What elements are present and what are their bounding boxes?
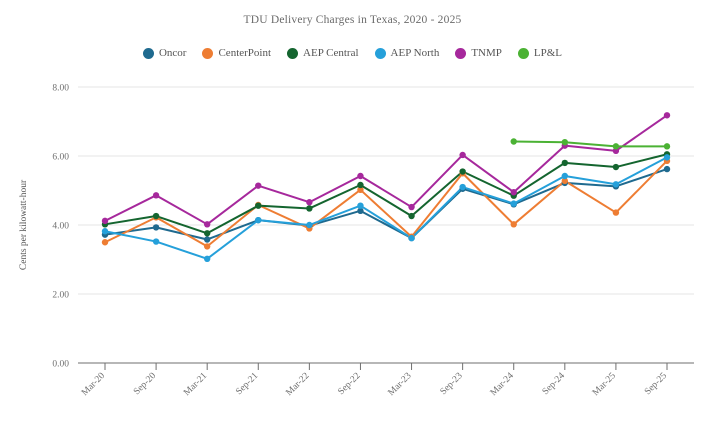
data-point-aep-north[interactable]: [510, 200, 517, 207]
data-point-tnmp[interactable]: [357, 172, 364, 180]
data-point-aep-north[interactable]: [408, 234, 415, 242]
data-point-oncor[interactable]: [152, 224, 160, 231]
data-point-tnmp[interactable]: [510, 189, 517, 196]
y-axis-tick-label: 4.00: [52, 222, 69, 232]
series-line-aep-central: [104, 153, 668, 235]
data-point-aep-north[interactable]: [306, 221, 313, 229]
x-axis-tick-label: Mar-23: [387, 371, 414, 398]
data-point-lp-l[interactable]: [510, 138, 517, 145]
data-point-tnmp[interactable]: [152, 192, 160, 199]
legend-swatch-icon: [455, 47, 467, 59]
series-line-aep-north: [104, 156, 668, 260]
data-point-oncor[interactable]: [203, 236, 211, 243]
chart-title: TDU Delivery Charges in Texas, 2020 - 20…: [243, 14, 462, 26]
data-point-aep-north[interactable]: [101, 228, 109, 235]
legend-item-aep-north[interactable]: AEP North: [374, 47, 440, 59]
data-point-aep-central[interactable]: [152, 212, 160, 220]
legend-item-label: AEP Central: [303, 47, 359, 59]
data-point-aep-north[interactable]: [561, 172, 569, 180]
legend-item-label: LP&L: [533, 47, 563, 59]
data-point-aep-north[interactable]: [255, 216, 262, 224]
data-point-aep-north[interactable]: [612, 181, 620, 188]
data-point-aep-north[interactable]: [459, 183, 466, 191]
data-point-centerpoint[interactable]: [561, 177, 569, 185]
legend-swatch-icon: [374, 47, 386, 59]
data-point-tnmp[interactable]: [101, 217, 109, 225]
data-point-lp-l[interactable]: [663, 143, 671, 150]
legend-swatch-icon: [287, 47, 299, 59]
y-axis-title: Cents per kilowatt-hour: [19, 179, 29, 270]
y-axis-tick-label: 8.00: [52, 84, 69, 94]
legend-swatch-icon: [517, 47, 529, 59]
data-point-tnmp[interactable]: [255, 182, 262, 189]
data-point-tnmp[interactable]: [203, 221, 211, 228]
data-point-aep-north[interactable]: [357, 202, 364, 209]
data-point-aep-north[interactable]: [152, 238, 160, 245]
data-point-aep-central[interactable]: [306, 205, 313, 212]
data-point-tnmp[interactable]: [408, 203, 415, 211]
series-line-tnmp: [104, 114, 668, 226]
data-point-centerpoint[interactable]: [357, 186, 364, 194]
series-line-centerpoint: [104, 159, 668, 248]
y-axis-tick-label: 0.00: [52, 360, 69, 370]
x-axis-tick-label: Mar-21: [182, 371, 209, 398]
data-point-oncor[interactable]: [663, 165, 671, 173]
data-point-aep-central[interactable]: [561, 159, 569, 167]
chart-legend: Oncor CenterPoint AEP Central AEP North TNMP…: [0, 47, 705, 59]
data-point-centerpoint[interactable]: [203, 243, 211, 250]
legend-item-lp-l[interactable]: LP&L: [517, 47, 563, 59]
x-axis-tick-label: Sep-25: [643, 371, 669, 397]
legend-item-label: Oncor: [158, 47, 187, 59]
y-axis-tick-label: 6.00: [52, 153, 69, 163]
data-point-oncor[interactable]: [357, 207, 364, 215]
data-point-aep-north[interactable]: [203, 255, 211, 263]
data-point-lp-l[interactable]: [561, 139, 569, 146]
data-point-centerpoint[interactable]: [612, 209, 620, 216]
legend-item-centerpoint[interactable]: CenterPoint: [202, 47, 271, 59]
data-point-tnmp[interactable]: [663, 112, 671, 119]
data-point-lp-l[interactable]: [612, 143, 620, 150]
legend-item-oncor[interactable]: Oncor: [142, 47, 187, 59]
x-axis-tick-label: Sep-23: [439, 371, 465, 397]
data-point-aep-central[interactable]: [459, 168, 466, 175]
data-point-centerpoint[interactable]: [101, 239, 109, 246]
legend-swatch-icon: [142, 47, 154, 59]
data-point-tnmp[interactable]: [306, 199, 313, 206]
series-line-lp-l: [512, 140, 668, 148]
data-point-aep-central[interactable]: [203, 230, 211, 237]
x-axis-tick-label: Sep-24: [541, 371, 567, 397]
x-axis-tick-label: Mar-22: [284, 371, 311, 398]
x-axis-tick-label: Mar-24: [489, 371, 516, 398]
data-point-aep-central[interactable]: [612, 163, 620, 171]
x-axis-tick-label: Sep-20: [132, 371, 158, 397]
x-axis-tick-label: Mar-20: [80, 371, 107, 398]
x-axis-tick-label: Sep-22: [336, 371, 362, 397]
data-point-tnmp[interactable]: [459, 151, 466, 159]
series-line-oncor: [104, 168, 668, 241]
data-point-aep-north[interactable]: [663, 154, 671, 161]
legend-swatch-icon: [202, 47, 214, 59]
data-point-aep-central[interactable]: [357, 181, 364, 189]
x-axis-tick-label: Sep-21: [234, 371, 260, 397]
y-axis-tick-label: 2.00: [52, 291, 69, 301]
legend-item-label: TNMP: [471, 47, 502, 59]
data-point-aep-central[interactable]: [408, 212, 415, 220]
legend-item-aep-central[interactable]: AEP Central: [287, 47, 359, 59]
data-point-aep-central[interactable]: [255, 202, 262, 209]
data-point-tnmp[interactable]: [612, 147, 620, 155]
data-point-centerpoint[interactable]: [510, 221, 517, 228]
legend-item-tnmp[interactable]: TNMP: [455, 47, 502, 59]
x-axis-tick-label: Mar-25: [591, 371, 618, 398]
legend-item-label: AEP North: [390, 47, 440, 59]
legend-item-label: CenterPoint: [218, 47, 272, 59]
